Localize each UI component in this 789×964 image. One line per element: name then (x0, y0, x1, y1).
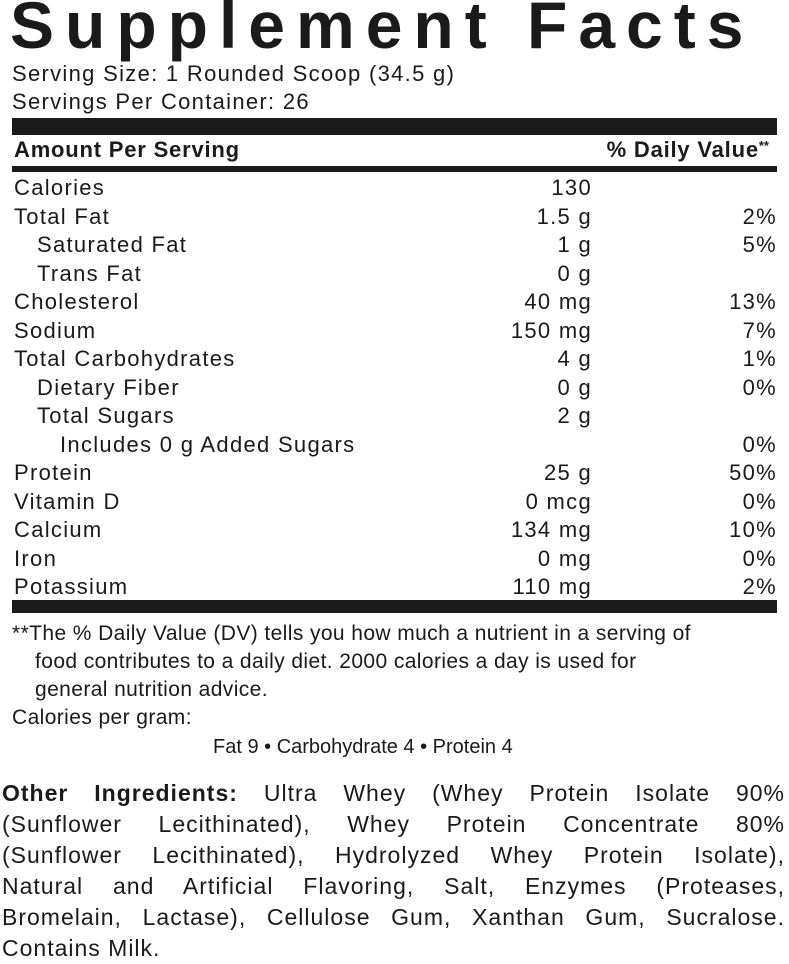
nutrient-amount: 1.5 g (536, 203, 592, 229)
amount-header: Amount Per Serving (14, 137, 240, 162)
footnote-line: **The % Daily Value (DV) tells you how m… (12, 620, 691, 648)
nutrient-daily-value: 2% (742, 574, 777, 599)
nutrient-name: Calories (14, 175, 106, 200)
serving-size: Serving Size: 1 Rounded Scoop (34.5 g) (12, 61, 456, 86)
nutrient-row: Cholesterol 40 mg 13% (12, 288, 777, 317)
nutrient-name: Cholesterol (14, 289, 140, 314)
nutrient-row: Trans Fat 0 g (12, 260, 777, 289)
ingredients-line: Natural and Artificial Flavoring, Salt, … (2, 873, 785, 899)
ingredients-line: (Sunflower Lecithinated), Hydrolyzed Whe… (2, 842, 785, 868)
nutrient-daily-value: 0% (742, 374, 777, 400)
nutrient-row: Calcium 134 mg 10% (12, 516, 777, 545)
nutrient-amount: 25 g (543, 460, 592, 485)
nutrient-amount: 110 mg (512, 574, 592, 599)
nutrient-row: Iron 0 mg 0% (12, 545, 777, 574)
nutrient-row: Vitamin D 0 mcg 0% (12, 488, 777, 517)
nutrient-daily-value: 7% (742, 317, 777, 343)
nutrient-name: Protein (14, 460, 93, 485)
nutrient-daily-value: 13% (729, 289, 777, 314)
daily-value-header-text: % Daily Value (606, 137, 759, 162)
nutrient-amount: 150 mg (510, 317, 592, 343)
nutrient-daily-value: 0% (742, 431, 777, 457)
medium-rule (12, 166, 777, 172)
footnote-line: general nutrition advice. (35, 678, 268, 701)
nutrient-name: Saturated Fat (37, 232, 188, 257)
calories-per-gram-title: Calories per gram: (12, 706, 192, 729)
footnote-mark: ** (12, 622, 30, 645)
ingredients-label: Other Ingredients: (2, 780, 238, 806)
nutrient-name: Trans Fat (37, 260, 143, 286)
nutrient-daily-value: 0% (742, 545, 777, 571)
ingredients-line: Contains Milk. (2, 935, 161, 961)
nutrient-name: Total Fat (14, 203, 111, 229)
nutrient-daily-value: 2% (742, 203, 777, 229)
thick-rule (12, 600, 777, 613)
ingredients-line: Other Ingredients: Ultra Whey (Whey Prot… (2, 778, 785, 809)
nutrient-row: Saturated Fat 1 g 5% (12, 231, 777, 260)
nutrient-amount: 0 g (557, 260, 592, 286)
ingredients-line: (Sunflower Lecithinated), Whey Protein C… (2, 811, 785, 837)
nutrient-row: Includes 0 g Added Sugars 0% (12, 431, 777, 460)
nutrient-amount: 2 g (557, 403, 592, 428)
nutrient-name: Includes 0 g Added Sugars (60, 431, 356, 457)
nutrient-daily-value: 50% (729, 460, 777, 485)
nutrient-amount: 0 g (557, 374, 592, 400)
nutrient-name: Dietary Fiber (37, 374, 180, 400)
nutrient-row: Total Carbohydrates 4 g 1% (12, 345, 777, 374)
nutrient-row: Total Sugars 2 g (12, 402, 777, 431)
nutrient-name: Total Sugars (37, 403, 175, 428)
servings-per-container: Servings Per Container: 26 (12, 89, 310, 114)
nutrient-daily-value: 10% (729, 517, 777, 542)
daily-value-header: % Daily Value** (607, 136, 769, 164)
nutrient-name: Calcium (14, 517, 103, 542)
nutrient-row: Dietary Fiber 0 g 0% (12, 374, 777, 403)
nutrient-amount: 130 (551, 175, 592, 200)
nutrient-amount: 1 g (557, 232, 592, 257)
nutrient-name: Total Carbohydrates (14, 346, 236, 371)
nutrient-row: Protein 25 g 50% (12, 459, 777, 488)
nutrient-daily-value: 0% (742, 488, 777, 514)
nutrient-row: Calories 130 (12, 174, 777, 203)
nutrient-name: Iron (14, 545, 58, 571)
nutrient-name: Vitamin D (14, 488, 121, 514)
nutrient-row: Potassium 110 mg 2% (12, 573, 777, 602)
nutrient-amount: 0 mg (537, 545, 592, 571)
nutrient-daily-value: 1% (742, 346, 777, 371)
nutrient-amount: 0 mcg (525, 488, 592, 514)
thick-rule (12, 118, 777, 135)
calories-per-gram-breakdown: Fat 9 • Carbohydrate 4 • Protein 4 (213, 736, 513, 758)
daily-value-mark: ** (758, 138, 769, 153)
nutrient-name: Sodium (14, 317, 97, 343)
footnote-text: The % Daily Value (DV) tells you how muc… (29, 622, 691, 645)
nutrient-name: Potassium (14, 574, 129, 599)
nutrient-row: Total Fat 1.5 g 2% (12, 203, 777, 232)
ingredients-line: Bromelain, Lactase), Cellulose Gum, Xant… (2, 904, 785, 930)
nutrient-row: Sodium 150 mg 7% (12, 317, 777, 346)
title: Supplement Facts (10, 0, 755, 62)
nutrient-daily-value: 5% (742, 232, 777, 257)
nutrient-amount: 40 mg (524, 289, 592, 314)
nutrient-amount: 4 g (557, 346, 592, 371)
ingredients-text: Ultra Whey (Whey Protein Isolate 90% (263, 780, 785, 806)
footnote-line: food contributes to a daily diet. 2000 c… (35, 650, 637, 673)
nutrient-amount: 134 mg (510, 517, 592, 542)
